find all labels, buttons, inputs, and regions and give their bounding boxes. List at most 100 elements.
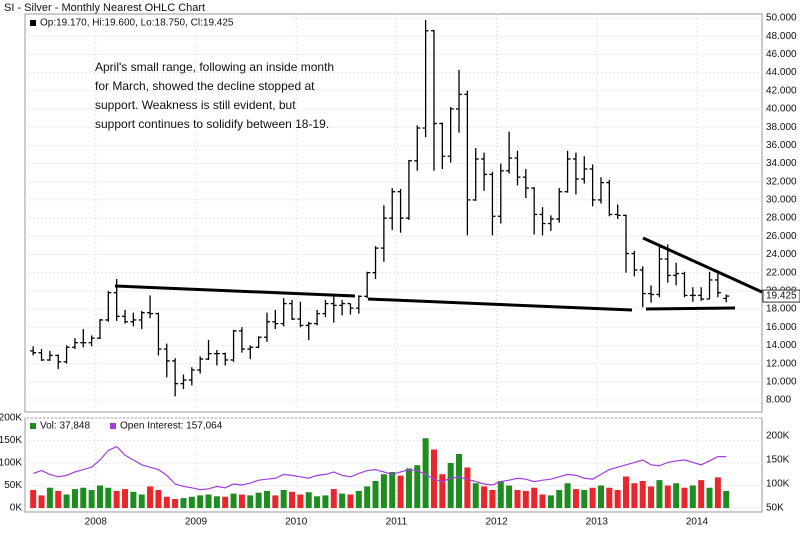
volume-bar	[238, 494, 245, 508]
y-tick-label: 44.000	[766, 67, 797, 78]
volume-bar	[397, 475, 404, 508]
volume-bar	[355, 490, 362, 508]
volume-bar	[364, 486, 371, 508]
annotation: support. Weakness is still evident, but	[95, 98, 296, 112]
volume-bar	[130, 491, 137, 508]
y-tick-label: 14.000	[766, 340, 797, 351]
volume-bar	[80, 487, 87, 508]
y2-tick-label: 100K	[766, 479, 790, 490]
volume-bar	[506, 485, 513, 508]
volume-bar	[63, 494, 70, 508]
volume-bar	[514, 490, 521, 508]
volume-bar	[489, 490, 496, 508]
legend-swatch	[30, 423, 36, 429]
x-tick-label: 2014	[686, 517, 709, 528]
legend-label: Vol: 37,848	[40, 421, 90, 432]
annotation: for March, showed the decline stopped at	[95, 79, 315, 93]
y-tick-label: 32.000	[766, 176, 797, 187]
volume-bar	[172, 499, 179, 508]
volume-bar	[673, 483, 680, 508]
volume-bar	[464, 467, 471, 508]
volume-bar	[714, 477, 721, 508]
y-tick-label: 150K	[0, 435, 22, 446]
y-tick-label: 38.000	[766, 122, 797, 133]
volume-bar	[472, 483, 479, 508]
volume-bar	[330, 489, 337, 508]
y-tick-label: 46.000	[766, 49, 797, 60]
header-swatch	[30, 20, 36, 26]
y-tick-label: 18.000	[766, 304, 797, 315]
volume-bar	[497, 481, 504, 508]
volume-bar	[372, 481, 379, 508]
volume-bar	[648, 486, 655, 508]
y2-tick-label: 200K	[766, 431, 790, 442]
y-tick-label: 48.000	[766, 31, 797, 42]
volume-bar	[581, 490, 588, 508]
y-tick-label: 0K	[10, 503, 23, 514]
volume-bar	[447, 463, 454, 508]
y-tick-label: 16.000	[766, 322, 797, 333]
volume-bar	[414, 465, 421, 508]
y-tick-label: 50K	[4, 480, 22, 491]
volume-bar	[71, 489, 78, 508]
volume-bar	[606, 487, 613, 508]
y-tick-label: 26.000	[766, 231, 797, 242]
y-tick-label: 8.000	[766, 395, 791, 406]
volume-bar	[96, 485, 103, 508]
y-tick-label: 100K	[0, 458, 22, 469]
y-tick-label: 42.000	[766, 85, 797, 96]
volume-bar	[188, 496, 195, 508]
y-tick-label: 36.000	[766, 140, 797, 151]
legend-label: Open Interest: 157,064	[120, 421, 223, 432]
volume-bar	[347, 494, 354, 508]
volume-bar	[614, 490, 621, 508]
legend-swatch	[110, 423, 116, 429]
price-tag-box	[762, 289, 800, 303]
volume-bar	[572, 489, 579, 508]
volume-bar	[147, 486, 154, 508]
volume-bar	[272, 495, 279, 508]
y-tick-label: 200K	[0, 413, 22, 424]
volume-bar	[105, 487, 112, 508]
y2-tick-label: 150K	[766, 455, 790, 466]
x-tick-label: 2008	[85, 517, 108, 528]
volume-bar	[564, 483, 571, 508]
volume-bar	[405, 468, 412, 508]
volume-bar	[263, 490, 270, 508]
volume-bar	[55, 490, 62, 508]
volume-bar	[322, 495, 329, 508]
volume-bar	[723, 490, 730, 508]
y-tick-label: 28.000	[766, 213, 797, 224]
volume-bar	[197, 495, 204, 508]
volume-bar	[30, 490, 37, 508]
volume-bar	[706, 487, 713, 508]
x-tick-label: 2013	[586, 517, 609, 528]
volume-bar	[46, 487, 53, 508]
volume-bar	[255, 492, 262, 508]
x-tick-label: 2012	[485, 517, 508, 528]
volume-bar	[656, 480, 663, 508]
volume-bar	[297, 494, 304, 508]
header: Op:19.170, Hi:19.600, Lo:18.750, Cl:19.4…	[40, 18, 234, 29]
y-tick-label: 10.000	[766, 376, 797, 387]
volume-bar	[205, 494, 212, 508]
y-tick-label: 34.000	[766, 158, 797, 169]
trend-line	[114, 284, 356, 298]
volume-bar	[539, 494, 546, 508]
volume-bar	[38, 495, 45, 508]
volume-bar	[289, 491, 296, 508]
volume-bar	[456, 454, 463, 508]
annotation: support continues to solidify between 18…	[95, 117, 329, 131]
volume-bar	[698, 480, 705, 508]
chart-title: SI - Silver - Monthly Nearest OHLC Chart	[4, 2, 205, 14]
volume-bar	[597, 485, 604, 508]
y2-tick-label: 50K	[766, 503, 784, 514]
y-tick-label: 50.000	[766, 13, 797, 24]
volume-bar	[113, 490, 120, 508]
volume-bar	[339, 493, 346, 508]
volume-bar	[180, 498, 187, 508]
volume-bar	[422, 438, 429, 508]
volume-bar	[280, 490, 287, 508]
volume-bar	[389, 472, 396, 508]
